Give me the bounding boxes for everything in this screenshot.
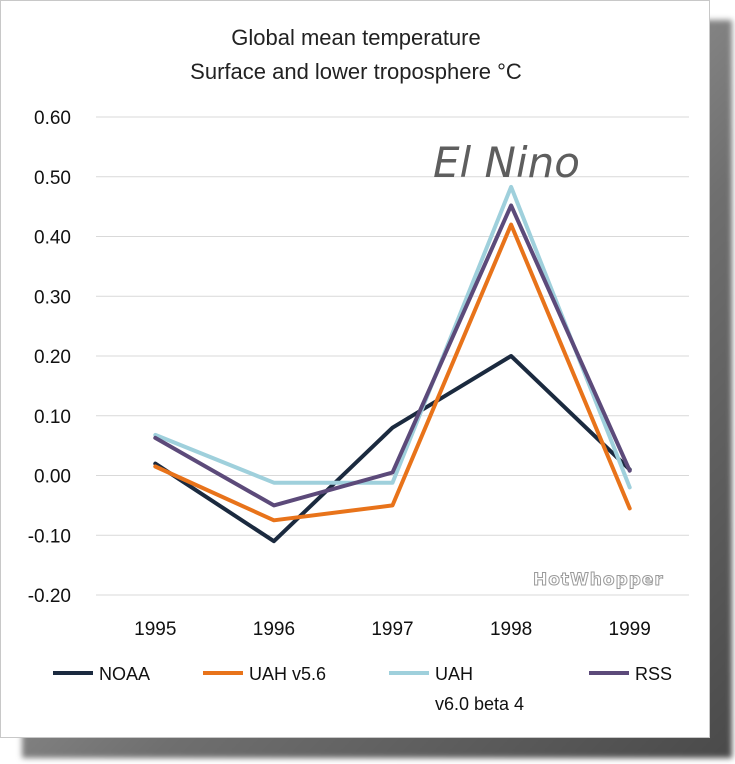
y-axis-ticks: 0.60 0.50 0.40 0.30 0.20 0.10 0.00 -0.10 -0.20	[28, 108, 71, 607]
x-tick-label: 1996	[253, 619, 295, 640]
series-line-rss	[153, 203, 632, 508]
series-line-uah-v5-6	[153, 222, 632, 523]
x-tick-label: 1995	[134, 619, 176, 640]
chart-card: Global mean temperature Surface and lowe…	[0, 0, 710, 738]
y-tick-label: 0.30	[34, 287, 71, 308]
grid-layer	[96, 116, 689, 596]
el-nino-annotation: El Nino	[433, 138, 580, 187]
chart-svg: Global mean temperature Surface and lowe…	[28, 25, 689, 714]
series-line-uah-v6-0-beta-4	[153, 184, 632, 490]
x-axis-ticks: 1995 1996 1997 1998 1999	[134, 619, 651, 640]
hotwhopper-watermark: HotWhopper	[533, 570, 664, 590]
legend-label-uah-v60-line1: UAH	[435, 664, 473, 684]
y-tick-label: -0.10	[28, 526, 71, 547]
y-tick-label: 0.50	[34, 168, 71, 189]
y-tick-label: 0.10	[34, 407, 71, 428]
chart-title: Global mean temperature	[231, 25, 480, 50]
legend: NOAA UAH v5.6 UAH v6.0 beta 4 RSS	[53, 664, 672, 714]
y-tick-label: 0.00	[34, 467, 71, 488]
legend-label-uah-v56: UAH v5.6	[249, 664, 326, 684]
series-layer	[153, 184, 632, 544]
series-line-noaa	[153, 354, 632, 544]
legend-label-uah-v60-line2: v6.0 beta 4	[435, 694, 524, 714]
legend-label-noaa: NOAA	[99, 664, 150, 684]
x-tick-label: 1997	[371, 619, 413, 640]
y-tick-label: 0.60	[34, 108, 71, 129]
chart-subtitle: Surface and lower troposphere °C	[190, 59, 522, 84]
y-tick-label: -0.20	[28, 586, 71, 607]
y-tick-label: 0.20	[34, 347, 71, 368]
legend-label-rss: RSS	[635, 664, 672, 684]
x-tick-label: 1999	[609, 619, 651, 640]
y-tick-label: 0.40	[34, 228, 71, 249]
x-tick-label: 1998	[490, 619, 532, 640]
